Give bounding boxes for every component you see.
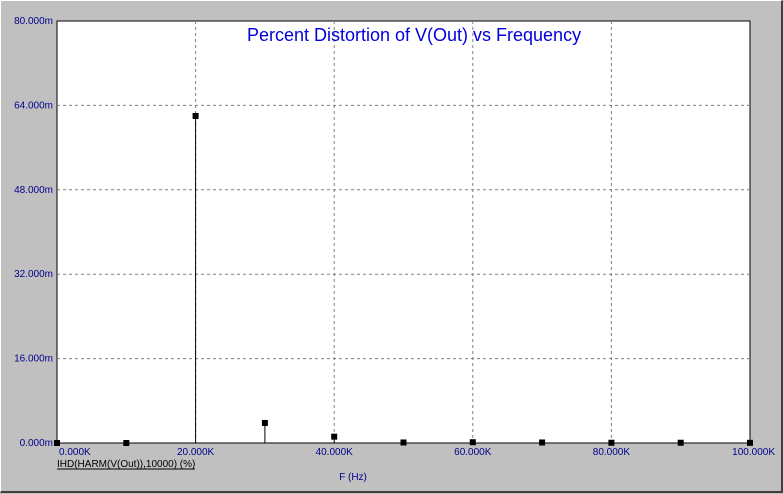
x-tick-label: 80.000K (593, 447, 631, 458)
x-tick-label: 20.000K (177, 447, 215, 458)
data-point-marker (123, 440, 130, 446)
data-point-marker (54, 440, 60, 446)
data-point-marker (677, 439, 684, 446)
x-tick-label: 60.000K (454, 447, 492, 458)
x-tick-label: 0.000K (59, 447, 91, 458)
y-tick-label: 0.000m (20, 438, 53, 449)
y-tick-label: 16.000m (14, 354, 53, 365)
chart-title: Percent Distortion of V(Out) vs Frequenc… (247, 25, 581, 45)
data-series (54, 112, 753, 446)
data-point-marker (261, 419, 268, 426)
y-tick-label: 80.000m (14, 16, 53, 27)
data-point-marker (539, 439, 546, 446)
data-point-marker (747, 439, 753, 446)
data-point-marker (400, 439, 407, 446)
plot-area (56, 20, 751, 444)
x-tick-labels: 0.000K 20.000K 40.000K 60.000K 80.000K 100.00… (59, 447, 775, 458)
y-tick-label: 48.000m (14, 185, 53, 196)
data-point-marker (469, 439, 476, 446)
y-tick-label: 32.000m (14, 269, 53, 280)
data-point-marker (331, 433, 338, 440)
series-label: IHD(HARM(V(Out)),10000) (%) (57, 459, 195, 470)
data-point-marker (608, 439, 615, 446)
y-tick-labels: 0.000m 16.000m 32.000m 48.000m 64.000m 80.000… (14, 16, 53, 449)
x-tick-label: 100.000K (732, 447, 775, 458)
x-axis-label: F (Hz) (339, 472, 367, 483)
y-tick-label: 64.000m (14, 100, 53, 111)
data-point-marker (192, 112, 199, 119)
x-tick-label: 40.000K (316, 447, 354, 458)
